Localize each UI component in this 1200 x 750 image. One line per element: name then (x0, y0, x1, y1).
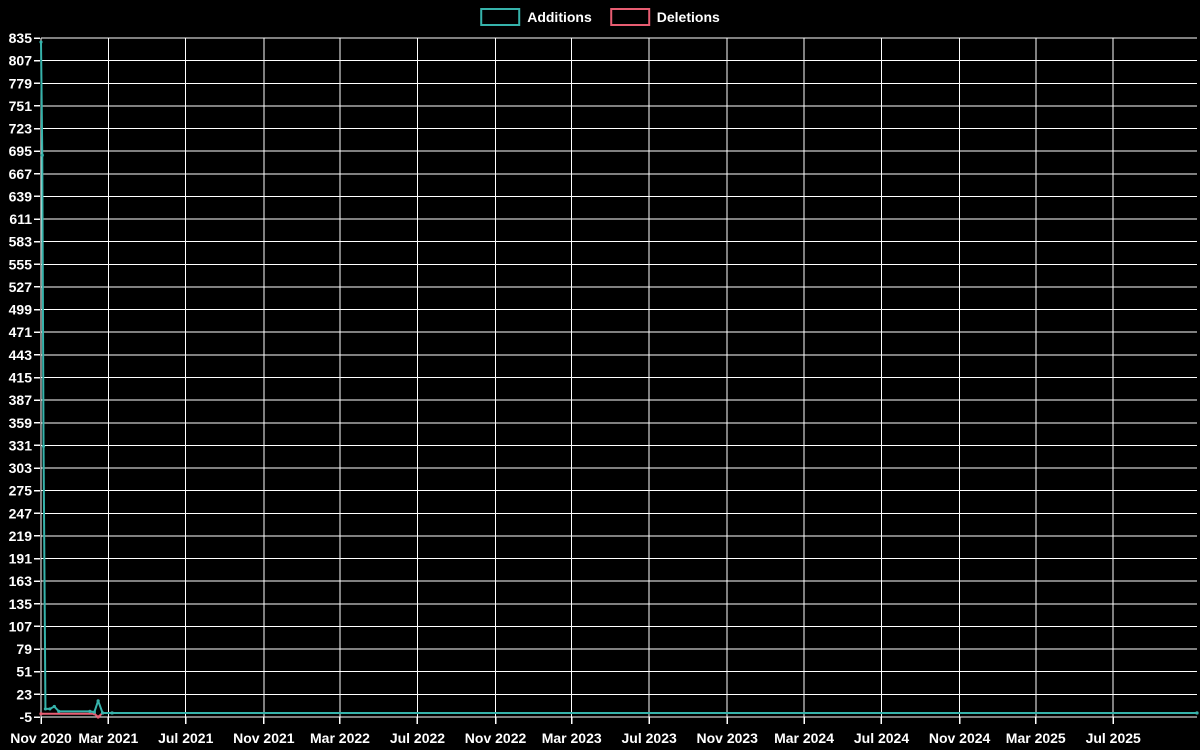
svg-text:639: 639 (9, 188, 33, 204)
svg-text:Nov 2021: Nov 2021 (233, 730, 295, 746)
svg-text:Jul 2022: Jul 2022 (390, 730, 445, 746)
svg-text:387: 387 (9, 392, 33, 408)
x-tick-labels: Nov 2020 Mar 2021 Jul 2021 Nov 2021 Mar 2022… (10, 730, 1141, 746)
svg-text:555: 555 (9, 256, 33, 272)
svg-text:667: 667 (9, 166, 33, 182)
series-additions[interactable] (39, 40, 1199, 715)
svg-text:275: 275 (9, 483, 33, 499)
svg-text:Jul 2025: Jul 2025 (1086, 730, 1141, 746)
legend-item-additions[interactable]: Additions (480, 8, 592, 26)
svg-text:163: 163 (9, 573, 33, 589)
legend-item-deletions[interactable]: Deletions (609, 8, 720, 26)
svg-text:Nov 2020: Nov 2020 (10, 730, 72, 746)
svg-text:499: 499 (9, 302, 33, 318)
svg-text:Mar 2021: Mar 2021 (78, 730, 138, 746)
svg-text:Mar 2022: Mar 2022 (310, 730, 370, 746)
svg-text:359: 359 (9, 415, 33, 431)
svg-text:Jul 2021: Jul 2021 (158, 730, 213, 746)
svg-text:107: 107 (9, 618, 33, 634)
svg-text:Jul 2023: Jul 2023 (622, 730, 677, 746)
svg-text:Mar 2025: Mar 2025 (1006, 730, 1066, 746)
svg-text:Jul 2024: Jul 2024 (854, 730, 909, 746)
svg-text:Mar 2023: Mar 2023 (542, 730, 602, 746)
svg-text:443: 443 (9, 347, 33, 363)
svg-text:191: 191 (9, 551, 33, 567)
svg-text:Nov 2022: Nov 2022 (465, 730, 527, 746)
svg-text:51: 51 (16, 664, 32, 680)
additions-swatch-icon (480, 8, 521, 26)
svg-text:751: 751 (9, 98, 33, 114)
svg-text:247: 247 (9, 505, 33, 521)
svg-text:23: 23 (16, 686, 32, 702)
svg-text:471: 471 (9, 324, 33, 340)
svg-text:79: 79 (16, 641, 32, 657)
svg-text:331: 331 (9, 437, 33, 453)
svg-text:135: 135 (9, 596, 33, 612)
svg-text:415: 415 (9, 370, 33, 386)
svg-text:Mar 2024: Mar 2024 (774, 730, 834, 746)
svg-text:611: 611 (9, 211, 32, 227)
y-tick-labels: 835 807 779 751 723 695 667 639 611 583 555 527 499 4… (9, 30, 33, 725)
deletions-swatch-icon (609, 8, 650, 26)
svg-text:303: 303 (9, 460, 33, 476)
svg-text:-5: -5 (20, 709, 33, 725)
svg-text:583: 583 (9, 234, 33, 250)
y-gridlines (34, 37, 1197, 718)
x-gridlines (40, 38, 1114, 724)
svg-text:219: 219 (9, 528, 33, 544)
svg-text:835: 835 (9, 30, 33, 46)
svg-text:695: 695 (9, 143, 33, 159)
svg-text:Nov 2023: Nov 2023 (696, 730, 758, 746)
svg-text:723: 723 (9, 121, 33, 137)
legend-label-deletions: Deletions (656, 9, 720, 25)
svg-text:527: 527 (9, 279, 33, 295)
svg-text:Nov 2024: Nov 2024 (929, 730, 991, 746)
chart-legend: Additions Deletions (480, 8, 720, 26)
svg-text:807: 807 (9, 53, 33, 69)
legend-label-additions: Additions (527, 9, 592, 25)
svg-text:779: 779 (9, 75, 33, 91)
